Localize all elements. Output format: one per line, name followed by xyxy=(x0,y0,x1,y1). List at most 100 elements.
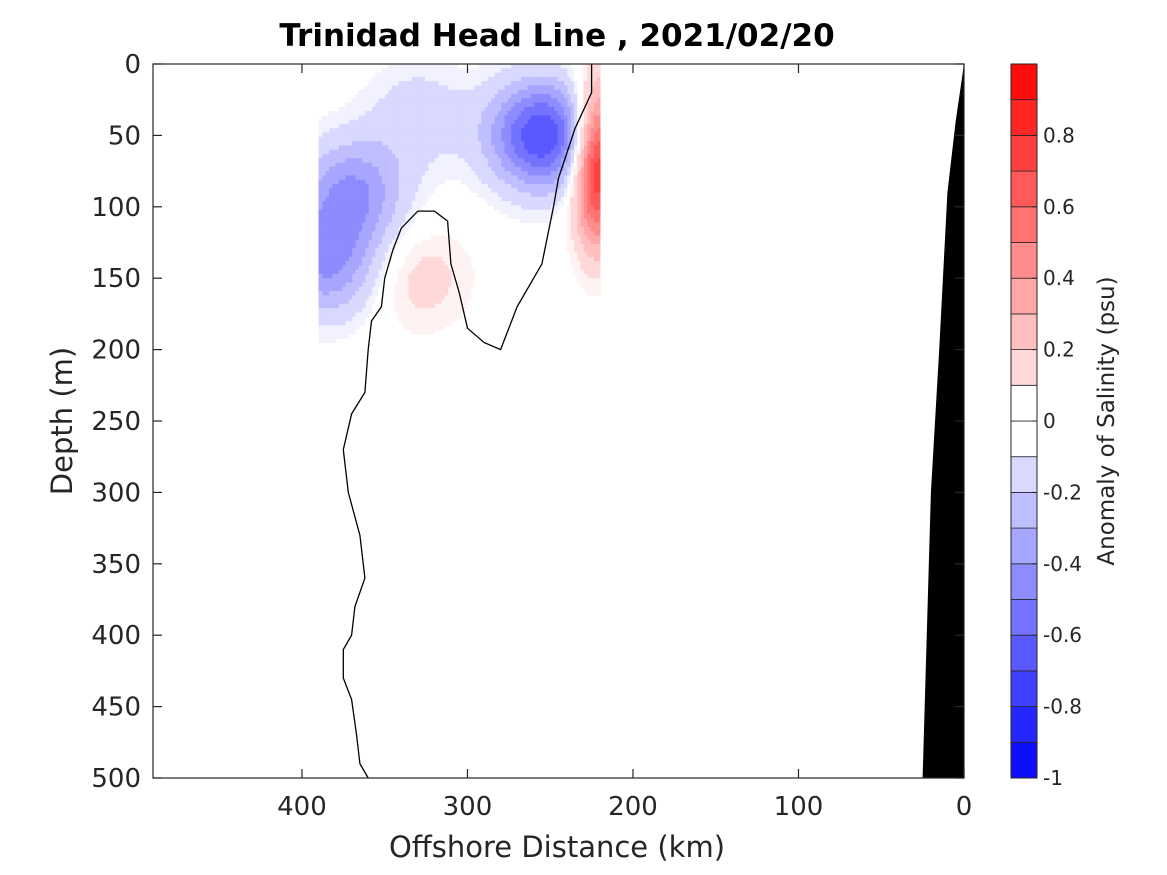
field-cell xyxy=(331,149,336,155)
field-cell xyxy=(431,265,435,271)
field-cell xyxy=(527,76,531,82)
field-cell xyxy=(388,93,392,99)
field-cell xyxy=(434,136,439,142)
field-cell xyxy=(490,119,495,125)
field-cell xyxy=(384,205,389,211)
field-cell xyxy=(437,102,442,108)
field-cell xyxy=(331,286,336,292)
field-cell xyxy=(378,205,382,211)
field-cell xyxy=(593,81,598,87)
field-cell xyxy=(467,158,472,164)
field-cell xyxy=(338,321,343,326)
field-cell xyxy=(460,286,465,292)
field-cell xyxy=(381,136,386,142)
field-cell xyxy=(381,226,386,232)
field-cell xyxy=(450,278,455,284)
field-cell xyxy=(348,158,353,164)
field-cell xyxy=(477,166,482,172)
field-cell xyxy=(374,119,379,125)
field-cell xyxy=(358,261,363,266)
field-cell xyxy=(454,98,459,104)
field-cell xyxy=(434,141,439,146)
field-cell xyxy=(361,179,366,185)
field-cell xyxy=(540,85,545,91)
field-cell xyxy=(437,282,442,288)
field-cell xyxy=(589,209,594,215)
field-cell xyxy=(510,213,515,219)
field-cell xyxy=(328,226,333,232)
field-cell xyxy=(527,183,531,189)
field-cell xyxy=(576,248,581,254)
field-cell xyxy=(460,132,465,138)
field-cell xyxy=(527,158,531,164)
field-cell xyxy=(341,111,346,116)
field-cell xyxy=(397,291,402,296)
field-cell xyxy=(321,248,326,254)
field-cell xyxy=(510,205,515,211)
field-cell xyxy=(344,209,349,215)
field-cell xyxy=(520,179,525,185)
field-cell xyxy=(344,128,349,134)
field-cell xyxy=(397,162,402,168)
field-cell xyxy=(417,175,422,181)
field-cell xyxy=(358,123,363,129)
field-cell xyxy=(321,136,326,142)
field-cell xyxy=(523,192,528,198)
field-cell xyxy=(556,166,561,172)
field-cell xyxy=(358,158,363,164)
field-cell xyxy=(361,321,366,326)
field-cell xyxy=(589,106,594,112)
field-cell xyxy=(527,162,531,168)
field-cell xyxy=(351,192,356,198)
field-cell xyxy=(318,333,323,339)
field-cell xyxy=(391,209,396,215)
field-cell xyxy=(411,329,416,335)
field-cell xyxy=(583,93,588,99)
field-cell xyxy=(566,248,571,254)
field-cell xyxy=(335,175,339,181)
field-cell xyxy=(580,278,584,284)
field-cell xyxy=(401,64,406,69)
field-cell xyxy=(596,273,601,279)
field-cell xyxy=(364,278,369,284)
field-cell xyxy=(440,278,445,284)
field-cell xyxy=(570,119,574,125)
field-cell xyxy=(361,115,366,121)
field-cell xyxy=(411,299,416,305)
field-cell xyxy=(318,321,323,326)
field-cell xyxy=(348,175,353,181)
field-cell xyxy=(543,218,548,224)
field-cell xyxy=(553,115,558,121)
field-cell xyxy=(470,128,475,134)
field-cell xyxy=(424,291,429,296)
field-cell xyxy=(394,132,399,138)
field-cell xyxy=(424,141,429,146)
field-cell xyxy=(566,128,571,134)
field-cell xyxy=(480,106,485,112)
field-cell xyxy=(361,128,366,134)
field-cell xyxy=(361,291,366,296)
field-cell xyxy=(341,153,346,159)
field-cell xyxy=(474,76,478,82)
field-cell xyxy=(381,68,386,74)
field-cell xyxy=(331,222,336,228)
field-cell xyxy=(440,273,445,279)
field-cell xyxy=(513,141,518,146)
field-cell xyxy=(391,183,396,189)
field-cell xyxy=(593,76,598,82)
field-cell xyxy=(351,196,356,202)
field-cell xyxy=(440,325,445,331)
field-cell xyxy=(364,235,369,241)
field-cell xyxy=(384,132,389,138)
field-cell xyxy=(583,278,588,284)
field-cell xyxy=(563,149,568,155)
field-cell xyxy=(325,226,330,232)
field-cell xyxy=(570,106,574,112)
field-cell xyxy=(344,312,349,318)
field-cell xyxy=(404,179,409,185)
field-cell xyxy=(411,85,416,91)
field-cell xyxy=(523,145,528,151)
field-cell xyxy=(540,81,545,87)
field-cell xyxy=(325,213,330,219)
field-cell xyxy=(573,196,578,202)
